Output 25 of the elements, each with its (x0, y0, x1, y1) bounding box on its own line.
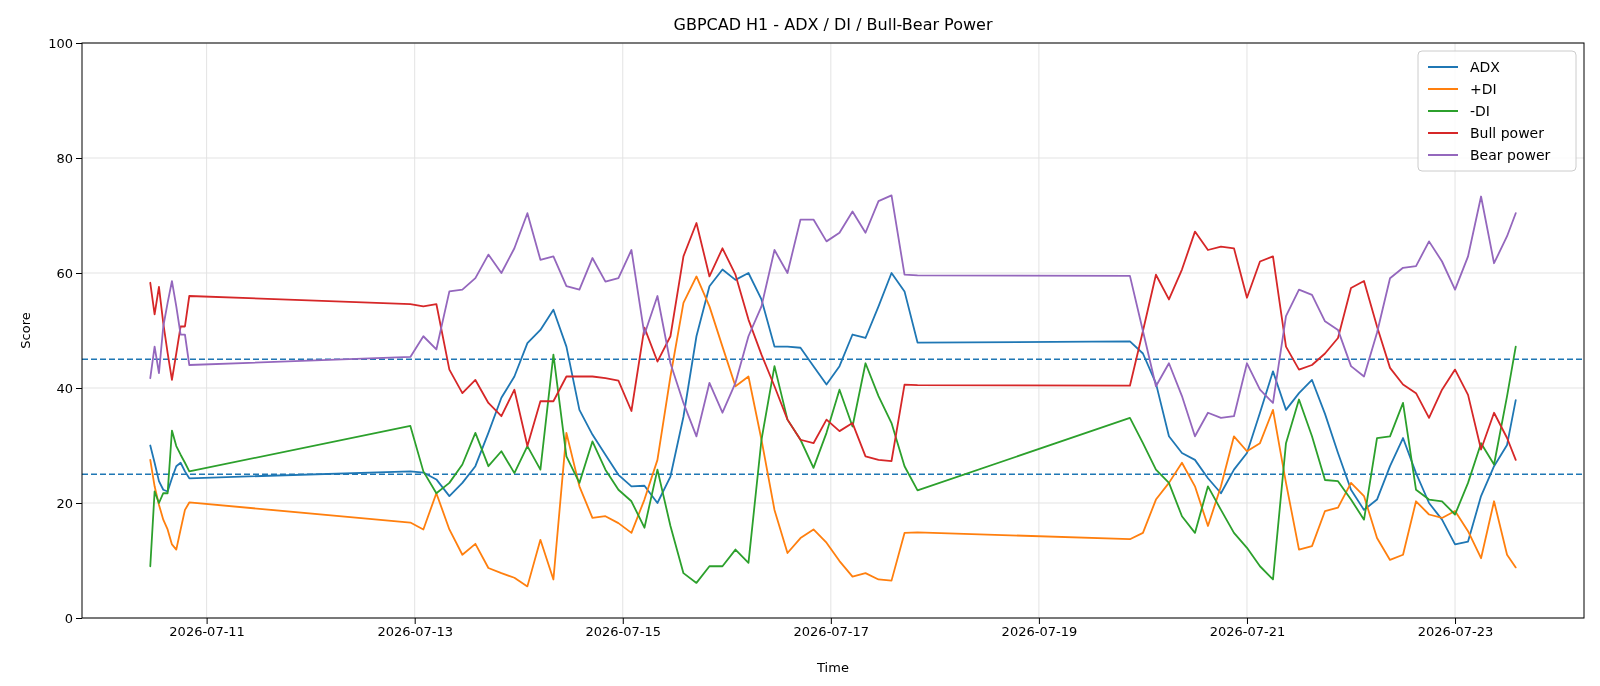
x-tick-label: 2026-07-15 (585, 624, 662, 640)
y-tick-label: 60 (56, 265, 73, 281)
y-tick-label: 40 (56, 380, 73, 396)
line-series (149, 345, 1517, 584)
legend-label: ADX (1470, 59, 1501, 75)
x-tick-label: 2026-07-13 (377, 624, 453, 640)
y-axis-title: Score (18, 312, 33, 349)
y-tick-label: 20 (56, 495, 73, 511)
y-tick-label: 100 (48, 35, 73, 51)
x-tick-label: 2026-07-21 (1209, 624, 1286, 640)
line-series (149, 194, 1517, 438)
y-tick-label: 80 (56, 150, 73, 166)
x-axis-title: Time (816, 660, 849, 675)
y-tick-label: 0 (64, 610, 73, 626)
x-tick-label: 2026-07-11 (169, 624, 245, 640)
legend-label: Bull power (1470, 125, 1545, 141)
legend-label: -DI (1470, 103, 1490, 119)
line-series (149, 275, 1517, 588)
x-tick-label: 2026-07-23 (1417, 624, 1494, 640)
x-tick-label: 2026-07-17 (793, 624, 870, 640)
chart-title: GBPCAD H1 - ADX / DI / Bull-Bear Power (673, 15, 993, 34)
line-series (149, 222, 1517, 462)
x-tick-label: 2026-07-19 (1001, 624, 1078, 640)
legend-label: +DI (1470, 81, 1497, 97)
legend-label: Bear power (1470, 147, 1551, 163)
